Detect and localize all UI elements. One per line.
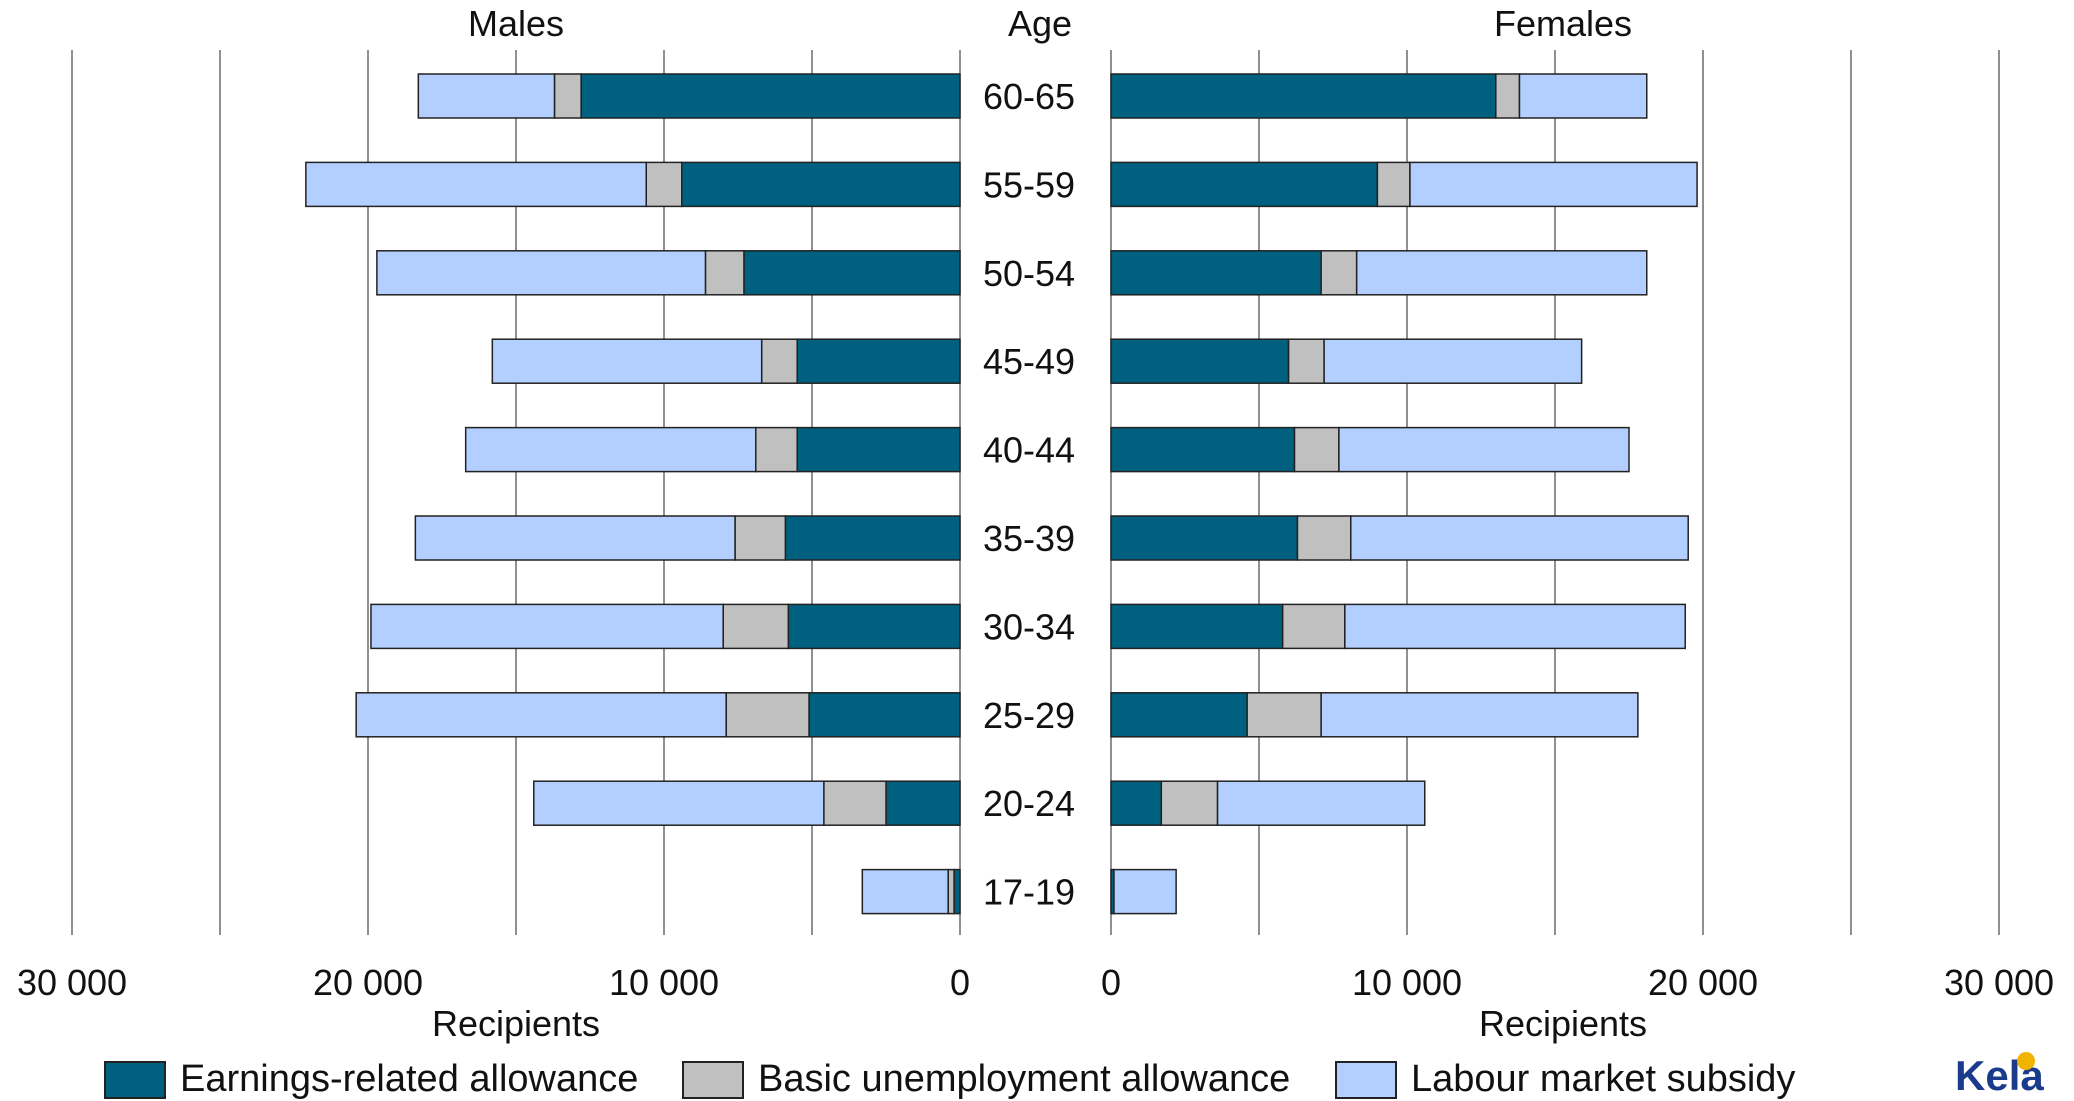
bar-female-labour-market-subsidy-20-24 xyxy=(1216,780,1426,826)
bar-female-earnings-related-60-65 xyxy=(1110,73,1497,119)
legend-item-subsidy: Labour market subsidy xyxy=(1335,1058,1795,1101)
bar-male-basic-unemployment-60-65 xyxy=(553,73,582,119)
legend-label-subsidy: Labour market subsidy xyxy=(1411,1058,1796,1100)
bar-female-basic-unemployment-55-59 xyxy=(1376,161,1411,208)
bar-female-earnings-related-30-34 xyxy=(1110,603,1284,650)
kela-logo-dot-icon xyxy=(2017,1052,2035,1070)
bar-male-basic-unemployment-45-49 xyxy=(760,338,798,384)
bar-female-labour-market-subsidy-45-49 xyxy=(1323,338,1583,384)
bar-female-earnings-related-45-49 xyxy=(1110,338,1290,384)
males-x-tick-label: 20 000 xyxy=(313,962,423,1003)
bar-female-basic-unemployment-40-44 xyxy=(1293,426,1340,473)
age-label-35-39: 35-39 xyxy=(983,518,1075,559)
bar-female-earnings-related-50-54 xyxy=(1110,250,1322,296)
bar-female-earnings-related-55-59 xyxy=(1110,161,1379,208)
bar-male-earnings-related-45-49 xyxy=(796,338,961,384)
bar-series xyxy=(305,73,1698,915)
bar-female-labour-market-subsidy-17-19 xyxy=(1113,868,1177,915)
legend-swatch-subsidy xyxy=(1335,1060,1397,1099)
bar-male-basic-unemployment-30-34 xyxy=(722,603,790,650)
females-x-tick-label: 30 000 xyxy=(1944,962,2054,1003)
legend-swatch-earnings xyxy=(104,1060,166,1099)
bar-female-basic-unemployment-20-24 xyxy=(1160,780,1219,826)
bar-male-earnings-related-17-19 xyxy=(953,868,961,915)
bar-female-basic-unemployment-50-54 xyxy=(1320,250,1358,296)
age-label-30-34: 30-34 xyxy=(983,606,1075,647)
age-label-60-65: 60-65 xyxy=(983,76,1075,117)
bar-female-basic-unemployment-30-34 xyxy=(1281,603,1346,650)
females-x-tick-label: 20 000 xyxy=(1648,962,1758,1003)
bar-male-labour-market-subsidy-55-59 xyxy=(305,161,647,208)
bar-female-basic-unemployment-35-39 xyxy=(1296,515,1352,561)
age-label-45-49: 45-49 xyxy=(983,341,1075,382)
bar-female-earnings-related-20-24 xyxy=(1110,780,1163,826)
males-x-tick-label: 0 xyxy=(950,962,970,1003)
males-x-axis-label: Recipients xyxy=(432,1003,600,1044)
age-label-50-54: 50-54 xyxy=(983,253,1075,294)
bar-female-labour-market-subsidy-30-34 xyxy=(1344,603,1686,650)
females-x-tick-label: 0 xyxy=(1101,962,1121,1003)
bar-male-earnings-related-35-39 xyxy=(784,515,961,561)
legend-swatch-basic xyxy=(682,1060,744,1099)
bar-female-basic-unemployment-25-29 xyxy=(1246,692,1322,738)
bar-male-labour-market-subsidy-20-24 xyxy=(533,780,825,826)
bar-male-basic-unemployment-20-24 xyxy=(823,780,887,826)
bar-male-labour-market-subsidy-60-65 xyxy=(417,73,556,119)
bar-male-labour-market-subsidy-35-39 xyxy=(414,515,736,561)
legend-label-earnings: Earnings-related allowance xyxy=(180,1058,639,1100)
legend-label-basic: Basic unemployment allowance xyxy=(758,1058,1291,1100)
bar-female-labour-market-subsidy-25-29 xyxy=(1320,692,1639,738)
bar-male-earnings-related-20-24 xyxy=(885,780,961,826)
bar-male-labour-market-subsidy-50-54 xyxy=(376,250,707,296)
females-x-tick-label: 10 000 xyxy=(1352,962,1462,1003)
males-x-tick-label: 30 000 xyxy=(17,962,127,1003)
x-tick-labels: 0 0 10 000 10 000 20 000 20 000 30 000 30 000 xyxy=(17,962,2054,1003)
bar-male-labour-market-subsidy-45-49 xyxy=(491,338,763,384)
males-panel-title: Males xyxy=(468,3,564,44)
bar-female-earnings-related-35-39 xyxy=(1110,515,1299,561)
bar-female-earnings-related-25-29 xyxy=(1110,692,1248,738)
bar-male-earnings-related-60-65 xyxy=(580,73,961,119)
bar-female-earnings-related-40-44 xyxy=(1110,426,1296,473)
bar-male-earnings-related-30-34 xyxy=(787,603,961,650)
kela-logo: Kela xyxy=(1955,1052,2055,1099)
bar-male-labour-market-subsidy-25-29 xyxy=(355,692,727,738)
bar-male-earnings-related-25-29 xyxy=(808,692,961,738)
females-panel-title: Females xyxy=(1494,3,1632,44)
legend-item-earnings: Earnings-related allowance xyxy=(104,1058,638,1101)
bar-male-labour-market-subsidy-40-44 xyxy=(464,426,757,473)
males-x-tick-label: 10 000 xyxy=(609,962,719,1003)
legend: Earnings-related allowance Basic unemplo… xyxy=(0,1050,1900,1100)
bar-male-labour-market-subsidy-30-34 xyxy=(370,603,724,650)
bar-male-earnings-related-55-59 xyxy=(681,161,961,208)
bar-male-basic-unemployment-17-19 xyxy=(947,868,955,915)
bar-male-basic-unemployment-40-44 xyxy=(755,426,798,473)
age-header: Age xyxy=(1008,3,1072,44)
bar-female-labour-market-subsidy-55-59 xyxy=(1409,161,1698,208)
age-label-55-59: 55-59 xyxy=(983,164,1075,205)
bar-male-basic-unemployment-35-39 xyxy=(734,515,787,561)
age-label-25-29: 25-29 xyxy=(983,695,1075,736)
bar-male-earnings-related-50-54 xyxy=(743,250,961,296)
age-label-17-19: 17-19 xyxy=(983,872,1075,913)
bar-male-basic-unemployment-25-29 xyxy=(725,692,810,738)
pyramid-chart: Males Age Females 60-65 55-59 50-54 45-49 40… xyxy=(17,3,2054,1044)
bar-female-labour-market-subsidy-35-39 xyxy=(1350,515,1689,561)
bar-male-earnings-related-40-44 xyxy=(796,426,961,473)
age-label-20-24: 20-24 xyxy=(983,783,1075,824)
bar-female-labour-market-subsidy-40-44 xyxy=(1338,426,1630,473)
bar-female-labour-market-subsidy-50-54 xyxy=(1355,250,1648,296)
females-x-axis-label: Recipients xyxy=(1479,1003,1647,1044)
age-label-40-44: 40-44 xyxy=(983,430,1075,471)
bar-female-labour-market-subsidy-60-65 xyxy=(1518,73,1648,119)
bar-female-basic-unemployment-45-49 xyxy=(1287,338,1325,384)
bar-male-labour-market-subsidy-17-19 xyxy=(861,868,949,915)
bar-male-basic-unemployment-50-54 xyxy=(704,250,745,296)
age-category-labels: 60-65 55-59 50-54 45-49 40-44 35-39 30-34 25-29… xyxy=(983,76,1075,913)
bar-female-basic-unemployment-60-65 xyxy=(1495,73,1521,119)
bar-male-basic-unemployment-55-59 xyxy=(645,161,683,208)
legend-item-basic: Basic unemployment allowance xyxy=(682,1058,1290,1101)
